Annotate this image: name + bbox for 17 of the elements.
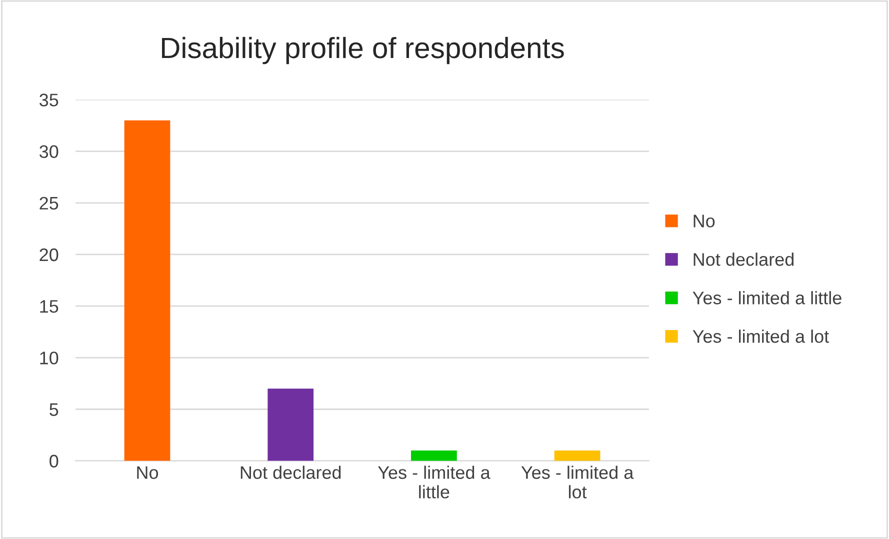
y-tick-label: 25 <box>40 196 58 210</box>
y-tick-label: 10 <box>40 352 58 364</box>
x-tick-label: Yes - limited a lot <box>521 466 634 498</box>
y-tick-label: 5 <box>50 403 58 416</box>
x-tick-label: No <box>137 466 158 479</box>
legend-label: Yes - limited a little <box>692 291 842 304</box>
y-tick-label: 0 <box>50 454 58 468</box>
y-tick-label: 20 <box>40 248 58 262</box>
y-tick-label: 35 <box>40 94 58 106</box>
y-tick-label: 30 <box>40 145 58 158</box>
legend-label: Not declared <box>694 252 794 266</box>
y-tick-label: 15 <box>40 300 58 313</box>
x-tick-label: Not declared <box>240 466 341 479</box>
x-tick-label: Yes - limited a little <box>378 466 490 498</box>
legend-label: No <box>694 214 715 228</box>
legend-label: Yes - limited a lot <box>692 330 829 343</box>
chart-title: Disability profile of respondents <box>162 36 564 64</box>
